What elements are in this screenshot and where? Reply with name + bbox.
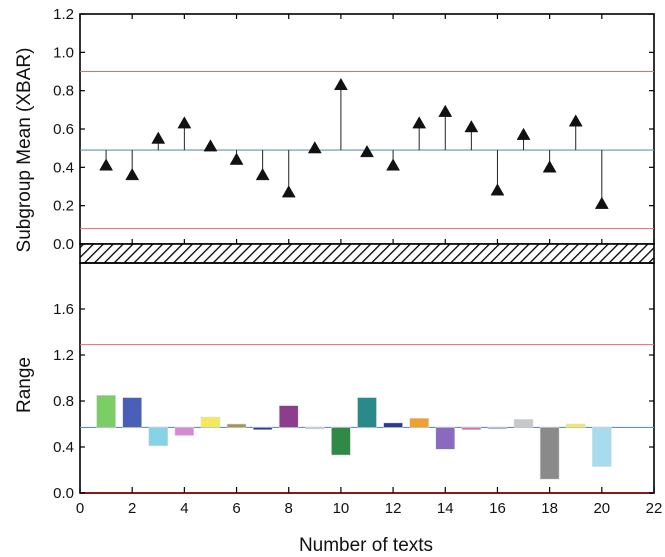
xbar-point-marker — [177, 116, 192, 129]
xbar-point-marker — [99, 158, 114, 171]
range-bar — [305, 427, 325, 430]
range-bar — [357, 397, 377, 428]
xbar-point-marker — [307, 141, 322, 154]
xbar-point-marker — [412, 116, 427, 129]
range-y-tick-label: 0.8 — [53, 393, 74, 410]
xbar-panel-frame — [79, 13, 655, 245]
x-tick-label: 20 — [593, 500, 610, 517]
xbar-point-marker — [464, 120, 479, 133]
xbar-y-tick-label: 0.6 — [53, 121, 74, 138]
x-tick-label: 12 — [385, 500, 402, 517]
range-panel-frame — [79, 262, 655, 494]
range-y-tick-label: 0.0 — [53, 485, 74, 502]
range-bar — [513, 419, 534, 428]
xbar-y-tick-label: 0.8 — [53, 83, 74, 100]
x-tick-label: 18 — [541, 500, 558, 517]
xbar-point-marker — [438, 104, 453, 117]
x-tick-label: 22 — [646, 500, 663, 517]
xbar-point-marker — [594, 196, 609, 209]
xbar-point-marker — [490, 183, 505, 196]
range-bar — [200, 416, 221, 428]
xbar-point-marker — [203, 139, 218, 152]
xbar-point-marker — [333, 77, 348, 91]
xbar-point-marker — [568, 114, 583, 127]
range-bar — [252, 427, 273, 431]
xbar-y-tick-label: 0.2 — [53, 198, 74, 215]
xbar-y-tick-label: 1.0 — [53, 44, 74, 61]
x-axis-title: Number of texts — [299, 535, 433, 556]
x-tick-label: 2 — [128, 500, 136, 517]
range-y-tick-label: 1.2 — [53, 347, 74, 364]
xbar-y-tick-label: 0.0 — [53, 236, 74, 253]
range-bar — [461, 427, 482, 431]
range-bar — [539, 427, 560, 480]
range-ylabel: Range — [14, 357, 35, 413]
xbar-point-marker — [516, 127, 531, 140]
xbar-point-marker — [386, 158, 401, 171]
x-tick-label: 4 — [180, 500, 188, 517]
x-tick-label: 10 — [333, 500, 350, 517]
xbar-point-marker — [229, 152, 244, 165]
xbar-point-marker — [281, 185, 296, 198]
range-y-tick-label: 0.4 — [53, 439, 74, 456]
xbar-point-marker — [255, 167, 270, 181]
x-tick-label: 14 — [437, 500, 454, 517]
x-tick-label: 16 — [489, 500, 506, 517]
xbar-ylabel: Subgroup Mean (XBAR) — [14, 48, 35, 253]
range-bar — [592, 427, 612, 467]
xbar-point-marker — [125, 167, 140, 181]
range-bar — [148, 427, 169, 447]
range-bar — [435, 427, 456, 450]
axis-break-band — [79, 243, 655, 264]
range-bar — [226, 423, 247, 428]
xbar-y-tick-label: 0.4 — [53, 159, 74, 176]
x-tick-label: 6 — [232, 500, 240, 517]
xbar-y-tick-label: 1.2 — [53, 6, 74, 23]
range-bar — [383, 422, 403, 428]
range-bar — [331, 427, 351, 456]
range-bar — [96, 394, 116, 428]
xbar-point-marker — [542, 160, 557, 173]
xbar-point-marker — [360, 144, 374, 158]
range-bar — [409, 417, 429, 428]
range-y-tick-label: 1.6 — [53, 301, 74, 318]
xbar-point-marker — [151, 131, 166, 144]
range-bar — [174, 427, 195, 436]
range-bar — [122, 397, 142, 428]
x-tick-label: 0 — [76, 500, 84, 517]
x-tick-label: 8 — [285, 500, 293, 517]
range-bar — [487, 427, 508, 430]
range-bar — [278, 405, 299, 428]
range-bar — [565, 423, 586, 428]
